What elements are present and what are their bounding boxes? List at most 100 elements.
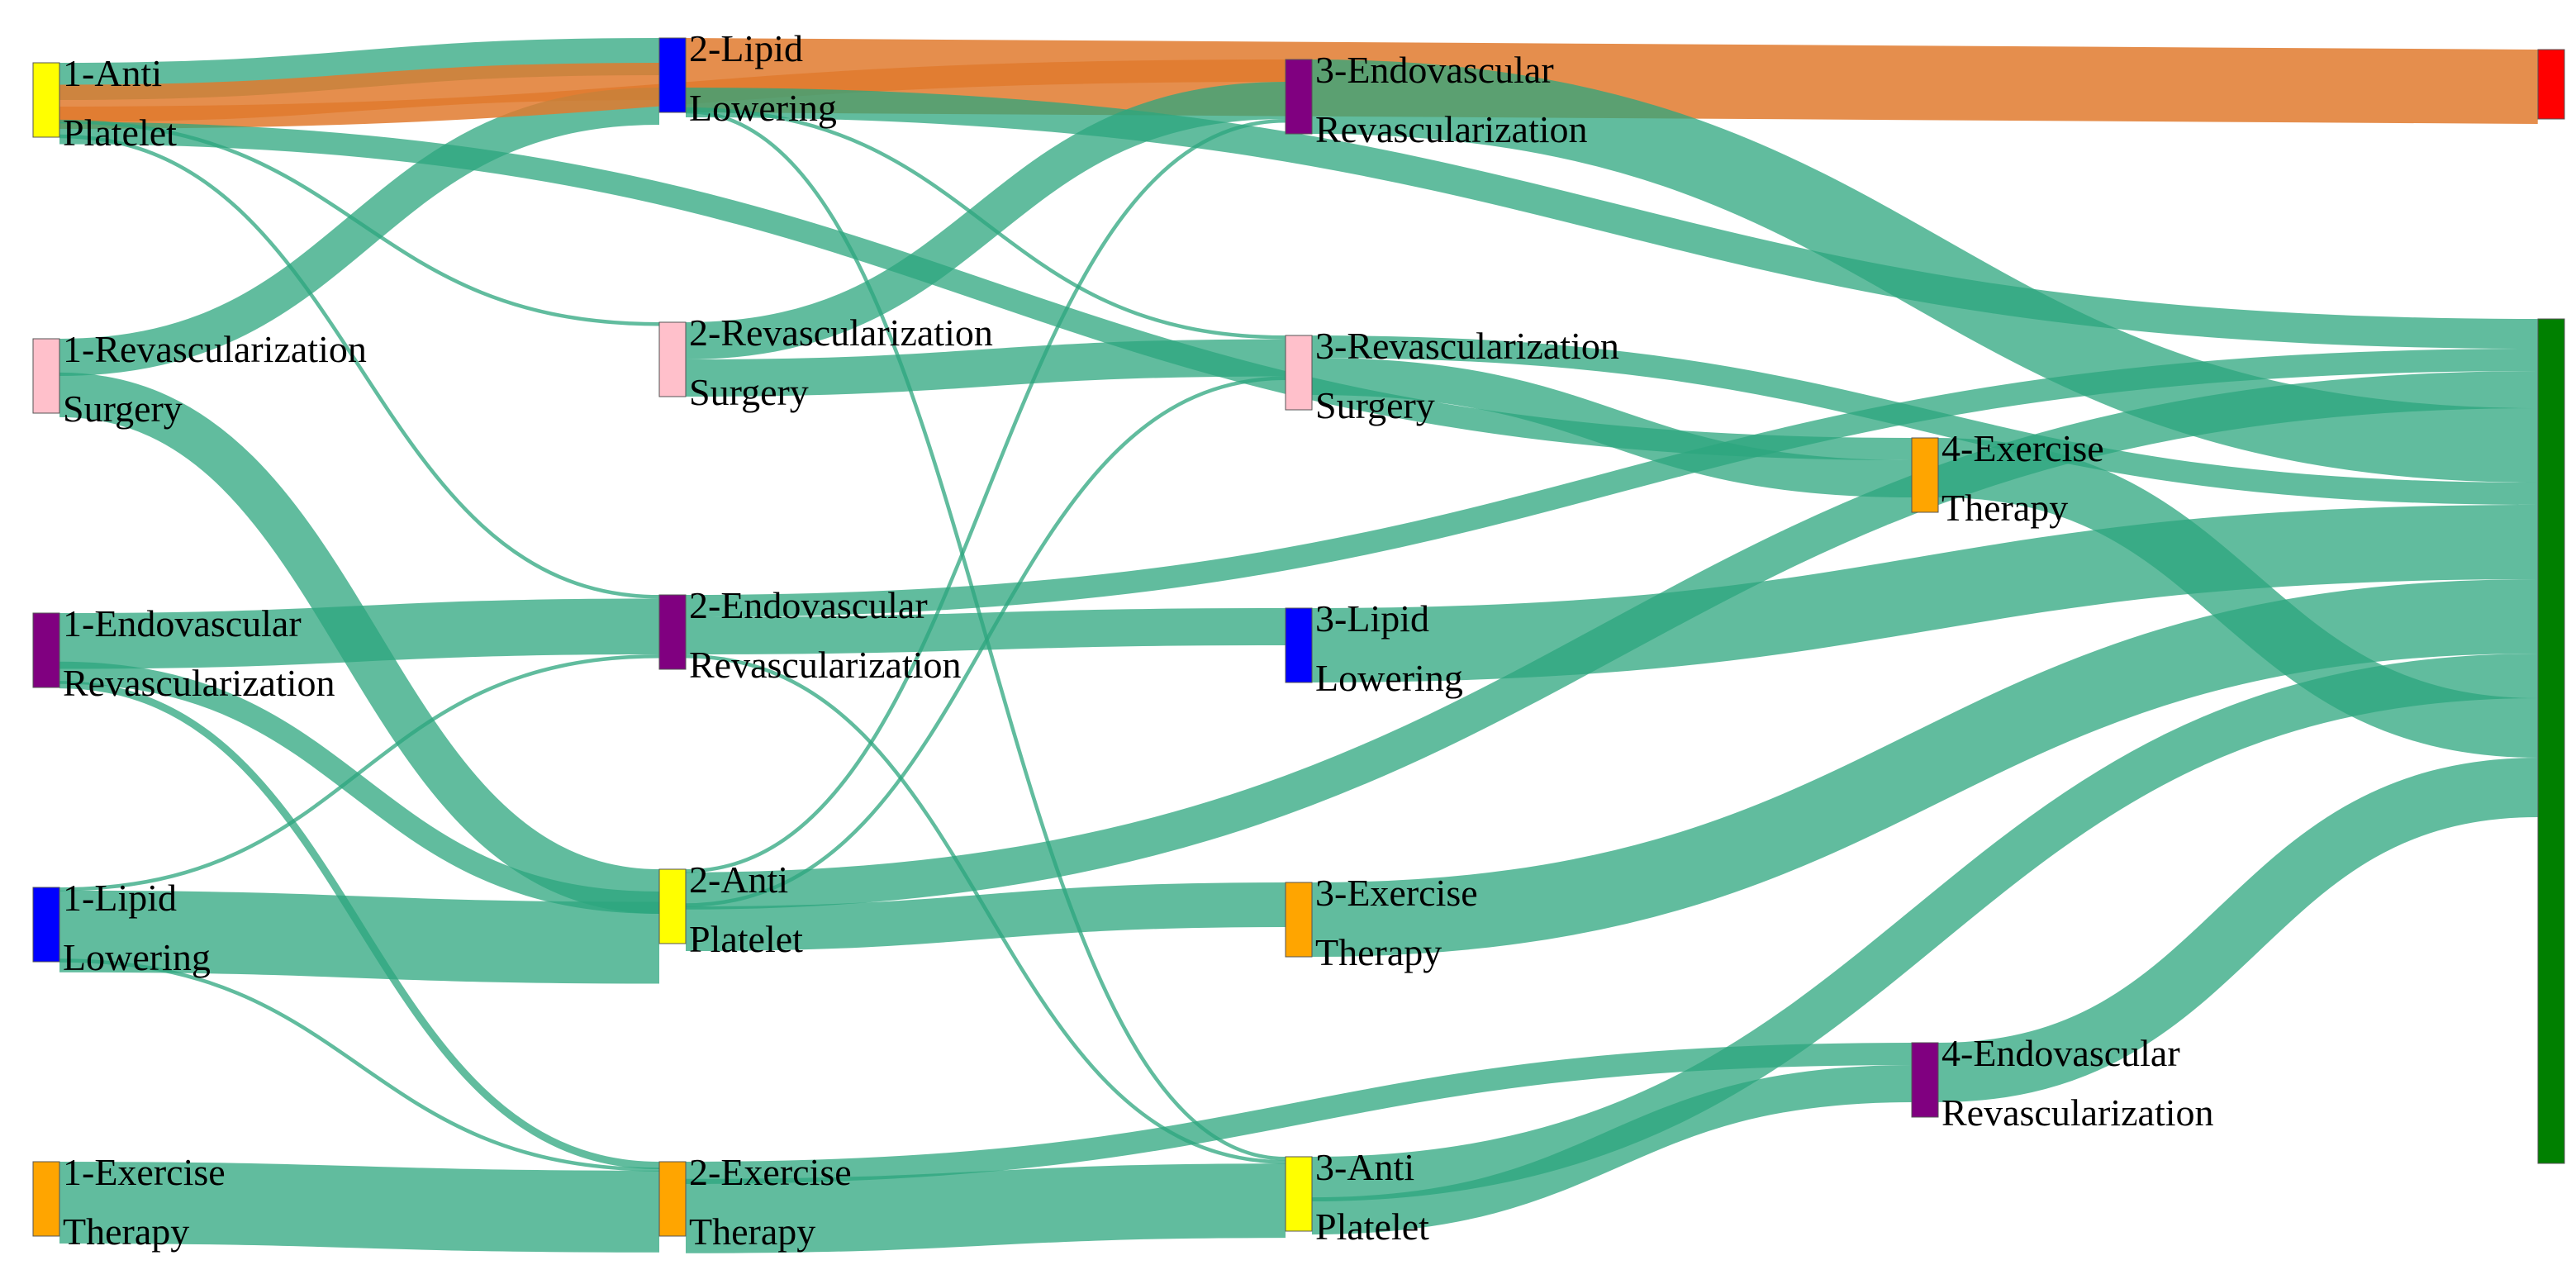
sankey-node[interactable] bbox=[32, 338, 60, 414]
node-label-line: Therapy bbox=[1315, 931, 1442, 973]
node-label-line: Lowering bbox=[689, 87, 837, 129]
node-label-line: 3-Endovascular bbox=[1315, 49, 1554, 91]
sankey-link bbox=[1311, 335, 2539, 505]
node-label: 2-Revascularization Surgery bbox=[689, 311, 993, 413]
node-label-line: 1-Revascularization bbox=[63, 328, 367, 370]
node-label: 1-Lipid Lowering bbox=[63, 877, 211, 978]
node-label-line: 3-Exercise bbox=[1315, 872, 1478, 914]
sankey-link bbox=[685, 82, 1286, 359]
nodes-layer bbox=[32, 37, 2565, 1237]
node-label: 2-Lipid Lowering bbox=[689, 27, 837, 129]
node-label-line: 3-Lipid bbox=[1315, 597, 1429, 640]
node-label: 1-Revascularization Surgery bbox=[63, 328, 367, 430]
node-label-line: 2-Exercise bbox=[689, 1151, 852, 1193]
sankey-link bbox=[1311, 505, 2539, 682]
sankey-link bbox=[685, 1043, 1913, 1184]
node-label: 2-Exercise Therapy bbox=[689, 1151, 852, 1253]
sankey-link bbox=[59, 63, 660, 122]
node-label-line: Revascularization bbox=[1315, 108, 1588, 150]
sankey-link bbox=[685, 119, 1286, 873]
sankey-link bbox=[59, 88, 660, 376]
sankey-link bbox=[59, 661, 660, 914]
sankey-link bbox=[59, 890, 660, 984]
sankey-node[interactable] bbox=[1911, 1042, 1939, 1118]
node-label-line: 1-Exercise bbox=[63, 1151, 226, 1193]
node-label: 1-Anti Platelet bbox=[63, 52, 177, 154]
sankey-node[interactable] bbox=[1285, 335, 1313, 411]
sankey-link bbox=[59, 121, 1913, 460]
node-label-line: 4-Exercise bbox=[1942, 427, 2104, 469]
node-label-line: 2-Anti bbox=[689, 858, 788, 901]
sankey-link bbox=[1311, 654, 2539, 1201]
sankey-node[interactable] bbox=[1285, 882, 1313, 958]
node-label-line: Platelet bbox=[689, 918, 803, 960]
node-label-line: 2-Endovascular bbox=[689, 584, 928, 626]
sankey-link bbox=[1937, 438, 2539, 758]
node-label: 2-Endovascular Revascularization bbox=[689, 584, 962, 686]
sankey-link bbox=[685, 88, 2539, 349]
sankey-node[interactable] bbox=[32, 62, 60, 138]
node-label-line: 4-Endovascular bbox=[1942, 1032, 2180, 1074]
sankey-node[interactable] bbox=[1285, 607, 1313, 683]
sankey-link bbox=[685, 654, 1286, 1164]
node-label: 3-Anti Platelet bbox=[1315, 1146, 1429, 1248]
node-label-line: Surgery bbox=[689, 371, 809, 413]
sankey-node[interactable] bbox=[658, 594, 687, 670]
sankey-node[interactable] bbox=[32, 1161, 60, 1237]
node-label-line: 1-Endovascular bbox=[63, 602, 302, 644]
node-label: 4-Endovascular Revascularization bbox=[1942, 1032, 2214, 1134]
node-label: 3-Lipid Lowering bbox=[1315, 597, 1463, 699]
node-label-line: 1-Anti bbox=[63, 52, 162, 94]
sankey-link bbox=[59, 1162, 660, 1253]
node-label-line: Revascularization bbox=[689, 644, 962, 686]
sankey-link bbox=[59, 654, 660, 892]
node-label-line: Platelet bbox=[63, 112, 177, 154]
node-label-line: Surgery bbox=[1315, 384, 1435, 426]
sankey-node[interactable] bbox=[2537, 49, 2565, 120]
node-label-line: Lowering bbox=[63, 936, 211, 978]
node-label-line: Surgery bbox=[63, 388, 183, 430]
sankey-link bbox=[59, 134, 660, 599]
node-label: 3-Revascularization Surgery bbox=[1315, 325, 1619, 426]
sankey-link bbox=[685, 107, 1286, 340]
sankey-link bbox=[1311, 1065, 1913, 1235]
node-label-line: 3-Revascularization bbox=[1315, 325, 1619, 367]
sankey-node[interactable] bbox=[1285, 59, 1313, 135]
sankey-link bbox=[1311, 59, 2539, 483]
links-layer bbox=[59, 38, 2539, 1253]
node-label: 1-Exercise Therapy bbox=[63, 1151, 226, 1253]
sankey-link bbox=[685, 882, 1286, 951]
sankey-node[interactable] bbox=[658, 321, 687, 397]
node-label: 3-Exercise Therapy bbox=[1315, 872, 1478, 973]
sankey-node[interactable] bbox=[1911, 437, 1939, 513]
sankey-link bbox=[59, 958, 660, 1172]
node-label-line: Therapy bbox=[689, 1210, 815, 1253]
sankey-link bbox=[685, 109, 1286, 1161]
sankey-link bbox=[1937, 758, 2539, 1102]
sankey-link bbox=[685, 1163, 1286, 1253]
node-label-line: 2-Revascularization bbox=[689, 311, 993, 354]
sankey-node[interactable] bbox=[32, 612, 60, 688]
sankey-link bbox=[59, 38, 660, 100]
sankey-link bbox=[59, 681, 660, 1169]
node-label-line: 2-Lipid bbox=[689, 27, 803, 69]
node-label-line: 3-Anti bbox=[1315, 1146, 1414, 1188]
sankey-link bbox=[1311, 358, 1913, 497]
sankey-node[interactable] bbox=[658, 37, 687, 113]
sankey-node[interactable] bbox=[32, 887, 60, 963]
node-label-line: 1-Lipid bbox=[63, 877, 177, 919]
node-label: 4-Exercise Therapy bbox=[1942, 427, 2104, 529]
node-label: 1-Endovascular Revascularization bbox=[63, 602, 335, 704]
node-label-line: Therapy bbox=[63, 1210, 189, 1253]
sankey-node[interactable] bbox=[1285, 1156, 1313, 1232]
sankey-link bbox=[59, 372, 660, 914]
node-label-line: Platelet bbox=[1315, 1206, 1429, 1248]
node-label-line: Revascularization bbox=[63, 662, 335, 704]
sankey-node[interactable] bbox=[2537, 318, 2565, 1164]
node-label-line: Revascularization bbox=[1942, 1091, 2214, 1134]
sankey-node[interactable] bbox=[658, 1161, 687, 1237]
labels-layer: 1-Anti Platelet 1-Revascularization Surgery… bbox=[63, 27, 2214, 1253]
node-label-line: Therapy bbox=[1942, 487, 2068, 529]
sankey-node[interactable] bbox=[658, 868, 687, 944]
